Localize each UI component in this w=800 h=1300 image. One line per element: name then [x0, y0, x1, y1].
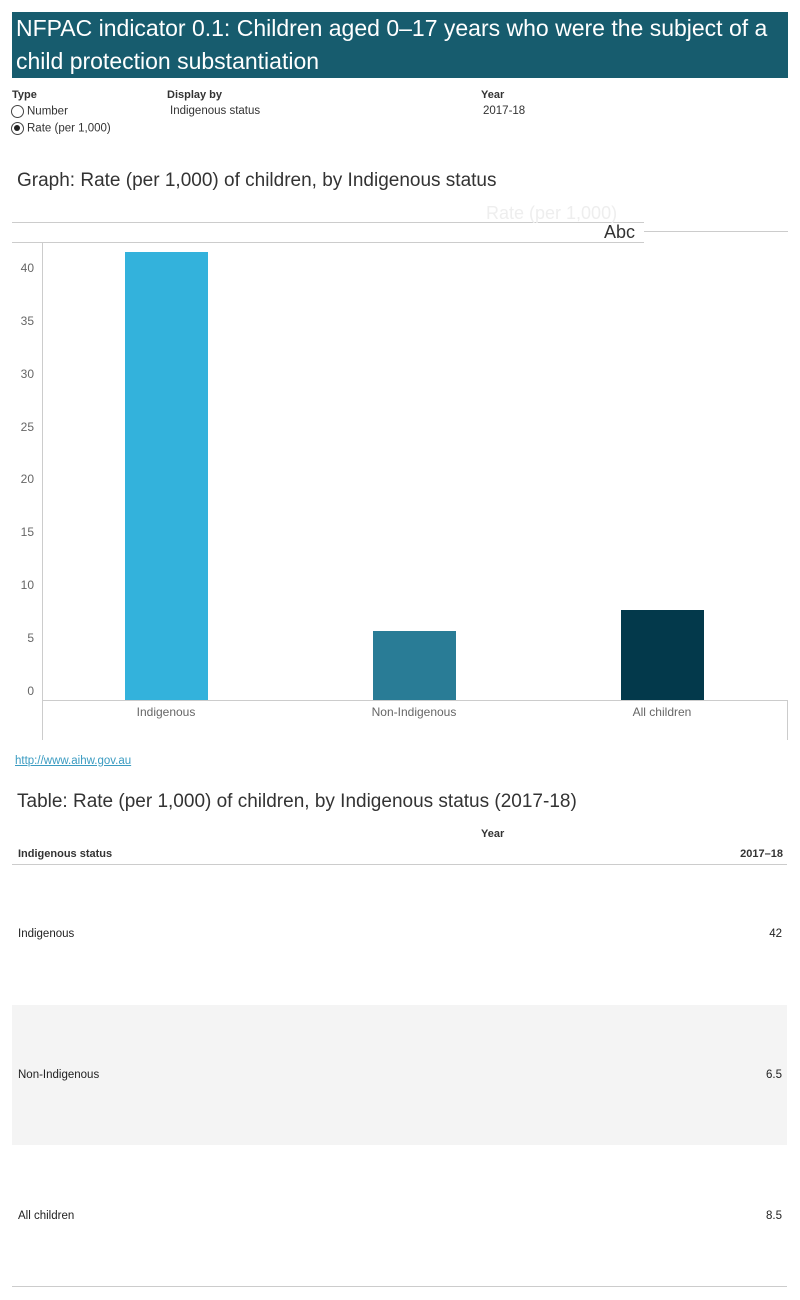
row-value: 6.5 — [766, 1069, 782, 1081]
row-value: 8.5 — [766, 1210, 782, 1222]
bar-indigenous[interactable] — [125, 252, 208, 700]
graph-title: Graph: Rate (per 1,000) of children, by … — [17, 170, 497, 191]
legend-abc: Abc — [604, 222, 636, 242]
page-title: NFPAC indicator 0.1: Children aged 0–17 … — [12, 12, 788, 78]
type-option-number[interactable]: Number — [11, 105, 68, 118]
divider — [12, 1286, 787, 1287]
type-filter-label: Type — [12, 89, 37, 101]
type-option-rate[interactable]: Rate (per 1,000) — [11, 122, 111, 135]
x-category-label: All children — [632, 705, 692, 719]
y-tick-label: 20 — [20, 472, 34, 487]
row-value: 42 — [769, 928, 782, 940]
table-row-header: Indigenous status — [18, 848, 113, 860]
table-row: Non-Indigenous 6.5 — [12, 1005, 787, 1145]
display-by-value[interactable]: Indigenous status — [170, 105, 261, 117]
table-row: Indigenous 42 — [12, 865, 787, 1005]
option-label: Rate (per 1,000) — [27, 122, 111, 135]
option-label: Number — [27, 105, 68, 118]
table-col-group: Year — [481, 828, 505, 840]
y-tick-label: 40 — [20, 260, 34, 275]
radio-selected-icon[interactable] — [11, 122, 24, 135]
divider — [12, 864, 787, 865]
row-label: All children — [18, 1210, 75, 1222]
x-axis-line — [42, 700, 787, 701]
table-col-header: 2017–18 — [740, 848, 783, 860]
year-label: Year — [481, 89, 505, 101]
divider — [12, 222, 644, 223]
y-tick-label: 5 — [27, 631, 34, 646]
y-tick-label: 10 — [20, 578, 34, 593]
bar-non-indigenous[interactable] — [373, 631, 456, 700]
table-row: All children 8.5 — [12, 1145, 787, 1285]
x-category-label: Indigenous — [136, 705, 196, 719]
row-label: Non-Indigenous — [18, 1069, 100, 1081]
aihw-link[interactable]: http://www.aihw.gov.au — [15, 755, 132, 767]
display-by-label: Display by — [167, 89, 223, 101]
table-title: Table: Rate (per 1,000) of children, by … — [17, 791, 577, 812]
radio-unselected-icon[interactable] — [11, 105, 24, 118]
y-tick-label: 15 — [20, 525, 34, 540]
divider — [644, 231, 788, 232]
right-axis-line — [787, 700, 788, 740]
y-tick-label: 35 — [20, 313, 34, 328]
x-category-label: Non-Indigenous — [371, 705, 457, 719]
y-tick-label: 0 — [27, 684, 34, 698]
y-tick-label: 25 — [20, 419, 34, 434]
legend-faint-title: Rate (per 1,000) — [486, 203, 618, 223]
y-axis-line — [42, 243, 43, 740]
bar-all-children[interactable] — [621, 610, 704, 700]
row-label: Indigenous — [18, 928, 75, 940]
divider — [12, 242, 644, 243]
year-value[interactable]: 2017-18 — [483, 105, 526, 117]
y-tick-label: 30 — [20, 366, 34, 381]
